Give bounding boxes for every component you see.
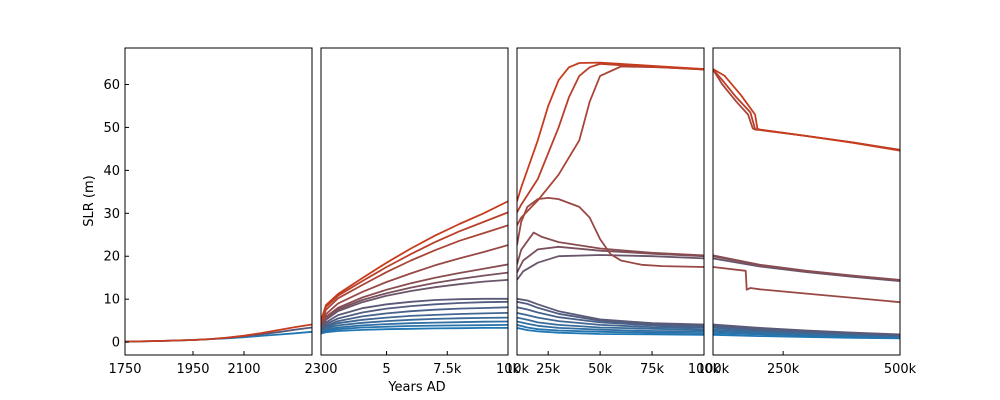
panel-4: 100k 250k 500k [697, 47, 917, 377]
series-line [321, 244, 508, 325]
series-group [321, 200, 508, 335]
series-line [713, 68, 900, 152]
series-line [517, 231, 704, 265]
series-line [713, 69, 900, 151]
x-tick-label: 100k [697, 362, 730, 377]
series-line [517, 63, 704, 213]
series-line [713, 68, 900, 152]
series-line [321, 324, 508, 334]
series-line [321, 224, 508, 324]
y-tick-label: 20 [103, 250, 120, 265]
x-tick-label: 2300 [304, 362, 337, 377]
panel-3: 10k 25k 50k 75k 100k [505, 47, 721, 377]
series-line [517, 65, 704, 226]
x-tick-label: 2100 [227, 362, 260, 377]
series-line [713, 254, 900, 281]
x-tick-label: 500k [884, 362, 917, 377]
series-line [321, 312, 508, 331]
series-line [517, 306, 704, 328]
series-line [321, 300, 508, 330]
series-line [321, 327, 508, 335]
series-line [517, 312, 704, 329]
y-tick-label: 40 [103, 164, 120, 179]
panels-layer: 1750 1950 2100 0 10 20 30 40 50 60 2300 5 7.5k 10k10k… [103, 47, 917, 377]
series-line [713, 333, 900, 340]
y-axis-label: SLR (m) [82, 175, 97, 226]
x-tick-label: 7.5k [433, 362, 462, 377]
series-group [125, 323, 312, 343]
x-tick-label: 10k [496, 362, 521, 377]
series-line [713, 323, 900, 336]
series-group [517, 61, 704, 336]
x-tick-label: 5 [382, 362, 390, 377]
x-tick-label: 1950 [176, 362, 209, 377]
series-line [517, 320, 704, 333]
series-line [125, 323, 312, 343]
series-line [321, 279, 508, 328]
series-line [517, 327, 704, 336]
y-tick-label: 30 [103, 207, 120, 222]
series-line [321, 200, 508, 321]
x-tick-label: 1750 [108, 362, 141, 377]
series-line [321, 297, 508, 329]
series-line [517, 61, 704, 202]
x-tick-label: 10k [505, 362, 530, 377]
x-tick-label: 250k [767, 362, 800, 377]
series-line [321, 306, 508, 330]
x-tick-label: 75k [640, 362, 665, 377]
y-tick-label: 0 [112, 336, 120, 351]
x-tick-label: 25k [536, 362, 561, 377]
panel-frame [712, 47, 901, 356]
series-line [321, 211, 508, 322]
panel-frame [516, 47, 705, 356]
series-line [517, 197, 704, 268]
y-tick-label: 50 [103, 121, 120, 136]
series-line [321, 271, 508, 327]
series-line [517, 316, 704, 331]
series-line [517, 297, 704, 326]
series-line [125, 330, 312, 343]
series-line [321, 316, 508, 332]
series-line [517, 254, 704, 281]
series-group [713, 68, 900, 340]
panel-frame [320, 47, 509, 356]
x-tick-label: 50k [588, 362, 613, 377]
panel-1: 1750 1950 2100 0 10 20 30 40 50 60 [103, 47, 313, 377]
y-tick-label: 10 [103, 293, 120, 308]
panel-frame [124, 47, 313, 356]
x-axis-label: Years AD [387, 380, 445, 395]
series-line [517, 324, 704, 334]
series-line [713, 266, 900, 304]
panel-2: 2300 5 7.5k 10k [304, 47, 521, 377]
series-line [321, 263, 508, 326]
series-line [321, 320, 508, 333]
y-tick-label: 60 [103, 78, 120, 93]
x-tick-label: 100k [688, 362, 721, 377]
